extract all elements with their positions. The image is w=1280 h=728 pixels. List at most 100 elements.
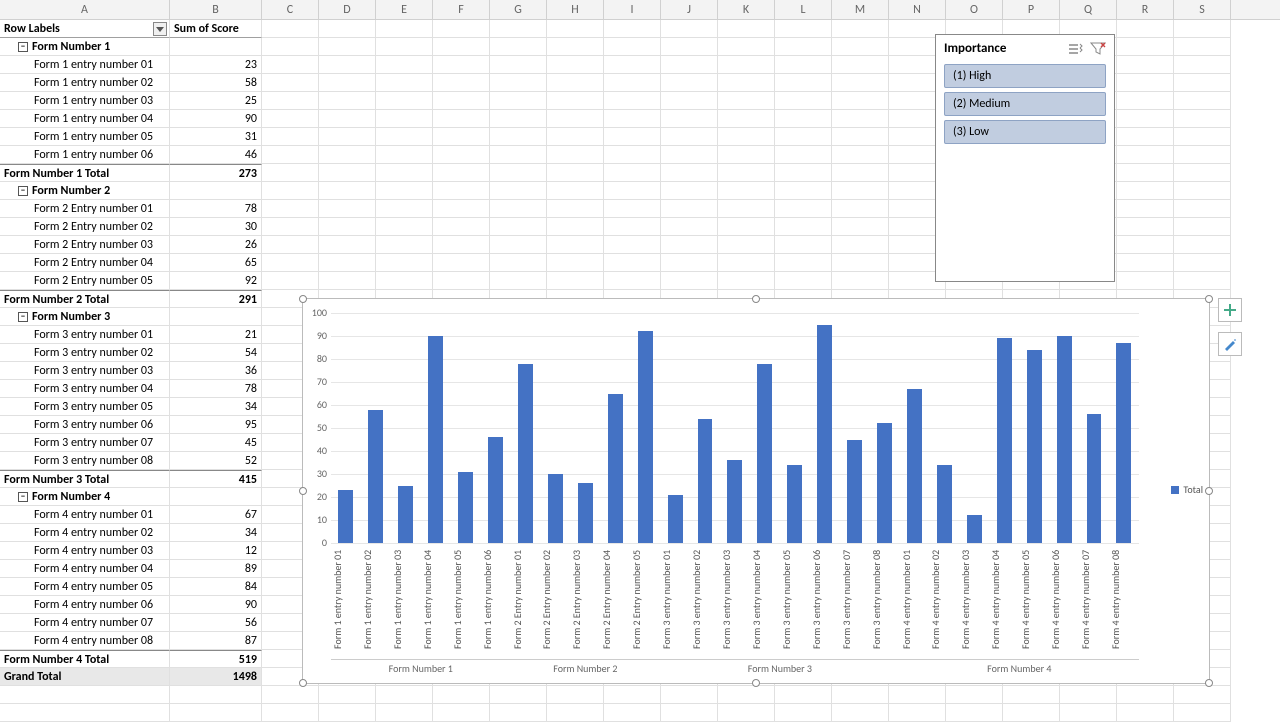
- cell[interactable]: [433, 218, 490, 236]
- pivot-score-header[interactable]: Sum of Score: [170, 20, 262, 38]
- bar[interactable]: [578, 483, 593, 543]
- column-header[interactable]: K: [718, 0, 775, 20]
- cell[interactable]: [1117, 92, 1174, 110]
- cell[interactable]: [1174, 92, 1231, 110]
- cell[interactable]: Form Number 4 Total: [0, 650, 170, 668]
- cell[interactable]: [604, 704, 661, 722]
- cell[interactable]: 12: [170, 542, 262, 560]
- cell[interactable]: [718, 146, 775, 164]
- cell[interactable]: [832, 74, 889, 92]
- cell[interactable]: [775, 182, 832, 200]
- column-header[interactable]: P: [1003, 0, 1060, 20]
- cell[interactable]: [1174, 146, 1231, 164]
- cell[interactable]: Form 2 Entry number 01: [0, 200, 170, 218]
- cell[interactable]: [1117, 56, 1174, 74]
- cell[interactable]: [547, 236, 604, 254]
- cell[interactable]: [319, 128, 376, 146]
- cell[interactable]: Form 1 entry number 02: [0, 74, 170, 92]
- cell[interactable]: [775, 20, 832, 38]
- cell[interactable]: Form 1 entry number 04: [0, 110, 170, 128]
- cell[interactable]: [170, 308, 262, 326]
- cell[interactable]: [547, 74, 604, 92]
- cell[interactable]: [1174, 254, 1231, 272]
- cell[interactable]: [170, 488, 262, 506]
- cell[interactable]: [433, 236, 490, 254]
- cell[interactable]: [433, 92, 490, 110]
- cell[interactable]: [946, 686, 1003, 704]
- cell[interactable]: Form 2 Entry number 04: [0, 254, 170, 272]
- cell[interactable]: [604, 182, 661, 200]
- cell[interactable]: Form Number 1 Total: [0, 164, 170, 182]
- cell[interactable]: 65: [170, 254, 262, 272]
- cell[interactable]: [1174, 20, 1231, 38]
- cell[interactable]: [262, 272, 319, 290]
- resize-handle[interactable]: [1205, 487, 1213, 495]
- cell[interactable]: [319, 218, 376, 236]
- cell[interactable]: [946, 704, 1003, 722]
- cell[interactable]: [832, 182, 889, 200]
- cell[interactable]: [661, 182, 718, 200]
- cell[interactable]: [1174, 686, 1231, 704]
- cell[interactable]: [718, 74, 775, 92]
- cell[interactable]: [376, 704, 433, 722]
- resize-handle[interactable]: [299, 295, 307, 303]
- cell[interactable]: [775, 110, 832, 128]
- cell[interactable]: Form 4 entry number 05: [0, 578, 170, 596]
- bar[interactable]: [997, 338, 1012, 543]
- resize-handle[interactable]: [1205, 679, 1213, 687]
- cell[interactable]: [490, 20, 547, 38]
- bar[interactable]: [937, 465, 952, 543]
- cell[interactable]: [0, 704, 170, 722]
- bar[interactable]: [757, 364, 772, 543]
- cell[interactable]: [832, 146, 889, 164]
- cell[interactable]: [718, 218, 775, 236]
- cell[interactable]: −Form Number 3: [0, 308, 170, 326]
- cell[interactable]: [376, 200, 433, 218]
- cell[interactable]: [718, 92, 775, 110]
- cell[interactable]: [832, 110, 889, 128]
- cell[interactable]: [718, 182, 775, 200]
- cell[interactable]: [1174, 38, 1231, 56]
- cell[interactable]: [661, 236, 718, 254]
- cell[interactable]: [604, 218, 661, 236]
- cell[interactable]: [889, 704, 946, 722]
- cell[interactable]: Form 4 entry number 01: [0, 506, 170, 524]
- cell[interactable]: [1003, 686, 1060, 704]
- cell[interactable]: [547, 56, 604, 74]
- cell[interactable]: [262, 254, 319, 272]
- cell[interactable]: [832, 20, 889, 38]
- cell[interactable]: [547, 92, 604, 110]
- pivot-chart[interactable]: 0102030405060708090100 Form 1 entry numb…: [302, 298, 1210, 684]
- cell[interactable]: [832, 200, 889, 218]
- cell[interactable]: 46: [170, 146, 262, 164]
- cell[interactable]: [661, 128, 718, 146]
- cell[interactable]: [433, 182, 490, 200]
- cell[interactable]: [604, 164, 661, 182]
- column-header[interactable]: D: [319, 0, 376, 20]
- cell[interactable]: Form 4 entry number 03: [0, 542, 170, 560]
- cell[interactable]: [718, 38, 775, 56]
- cell[interactable]: [775, 200, 832, 218]
- cell[interactable]: [718, 20, 775, 38]
- cell[interactable]: [319, 56, 376, 74]
- cell[interactable]: Form 4 entry number 08: [0, 632, 170, 650]
- column-header[interactable]: E: [376, 0, 433, 20]
- bar[interactable]: [817, 325, 832, 544]
- cell[interactable]: [1060, 686, 1117, 704]
- cell[interactable]: [433, 686, 490, 704]
- cell[interactable]: Form 2 Entry number 03: [0, 236, 170, 254]
- cell[interactable]: [718, 56, 775, 74]
- cell[interactable]: Form 4 entry number 02: [0, 524, 170, 542]
- cell[interactable]: 78: [170, 380, 262, 398]
- cell[interactable]: [718, 254, 775, 272]
- cell[interactable]: [775, 164, 832, 182]
- cell[interactable]: [1174, 704, 1231, 722]
- cell[interactable]: [376, 272, 433, 290]
- cell[interactable]: Form 3 entry number 08: [0, 452, 170, 470]
- cell[interactable]: [1117, 272, 1174, 290]
- cell[interactable]: [661, 146, 718, 164]
- cell[interactable]: 67: [170, 506, 262, 524]
- cell[interactable]: [376, 236, 433, 254]
- cell[interactable]: [376, 254, 433, 272]
- cell[interactable]: Form 1 entry number 01: [0, 56, 170, 74]
